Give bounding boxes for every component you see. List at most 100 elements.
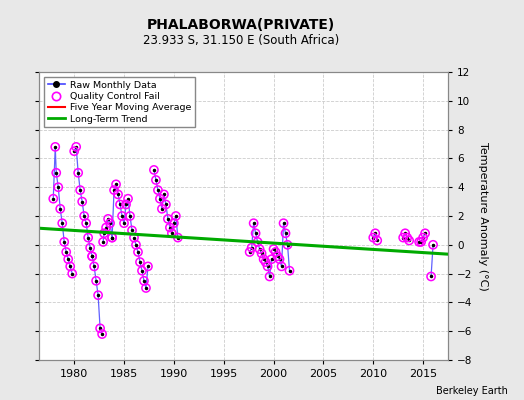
Point xyxy=(108,234,116,241)
Point xyxy=(102,224,110,231)
Point xyxy=(62,249,70,255)
Point xyxy=(51,144,59,150)
Point xyxy=(152,177,160,183)
Point xyxy=(429,242,437,248)
Point xyxy=(401,230,409,236)
Point xyxy=(130,234,138,241)
Text: PHALABORWA(PRIVATE): PHALABORWA(PRIVATE) xyxy=(147,18,335,32)
Point xyxy=(369,234,377,241)
Point xyxy=(58,220,67,226)
Point xyxy=(52,170,60,176)
Point xyxy=(66,263,74,270)
Point xyxy=(68,270,77,277)
Point xyxy=(132,242,140,248)
Legend: Raw Monthly Data, Quality Control Fail, Five Year Moving Average, Long-Term Tren: Raw Monthly Data, Quality Control Fail, … xyxy=(44,77,195,127)
Point xyxy=(144,263,152,270)
Point xyxy=(136,259,144,265)
Point xyxy=(150,167,158,173)
Point xyxy=(275,256,283,262)
Text: 23.933 S, 31.150 E (South Africa): 23.933 S, 31.150 E (South Africa) xyxy=(143,34,339,47)
Point xyxy=(82,220,90,226)
Point xyxy=(419,234,427,241)
Point xyxy=(168,230,176,236)
Point xyxy=(158,206,166,212)
Point xyxy=(138,268,146,274)
Point xyxy=(104,216,112,222)
Point xyxy=(166,224,174,231)
Point xyxy=(259,256,268,262)
Point xyxy=(140,278,148,284)
Point xyxy=(86,244,94,251)
Point xyxy=(271,249,280,255)
Point xyxy=(96,325,104,332)
Point xyxy=(405,237,413,244)
Point xyxy=(415,239,423,245)
Point xyxy=(110,187,118,193)
Point xyxy=(100,230,108,236)
Point xyxy=(269,246,278,252)
Point xyxy=(72,144,80,150)
Point xyxy=(94,292,102,298)
Point xyxy=(255,246,264,252)
Point xyxy=(106,220,114,226)
Point xyxy=(92,278,100,284)
Text: Berkeley Earth: Berkeley Earth xyxy=(436,386,508,396)
Point xyxy=(74,170,82,176)
Point xyxy=(56,206,64,212)
Point xyxy=(160,191,168,198)
Point xyxy=(274,253,282,260)
Point xyxy=(403,234,411,241)
Point xyxy=(264,263,272,270)
Point xyxy=(142,285,150,291)
Point xyxy=(64,256,72,262)
Point xyxy=(249,220,258,226)
Y-axis label: Temperature Anomaly (°C): Temperature Anomaly (°C) xyxy=(478,142,488,290)
Point xyxy=(277,263,286,270)
Point xyxy=(156,196,164,202)
Point xyxy=(172,213,180,219)
Point xyxy=(128,227,136,234)
Point xyxy=(283,242,292,248)
Point xyxy=(252,230,260,236)
Point xyxy=(60,239,69,245)
Point xyxy=(114,191,122,198)
Point xyxy=(112,181,120,188)
Point xyxy=(49,196,58,202)
Point xyxy=(286,268,294,274)
Point xyxy=(54,184,62,190)
Point xyxy=(265,273,274,280)
Point xyxy=(247,244,256,251)
Point xyxy=(122,201,130,208)
Point xyxy=(267,256,276,262)
Point xyxy=(373,237,381,244)
Point xyxy=(118,213,126,219)
Point xyxy=(88,253,96,260)
Point xyxy=(245,249,254,255)
Point xyxy=(281,230,290,236)
Point xyxy=(70,148,79,154)
Point xyxy=(120,220,128,226)
Point xyxy=(88,253,96,260)
Point xyxy=(134,249,142,255)
Point xyxy=(162,201,170,208)
Point xyxy=(126,213,134,219)
Point xyxy=(399,234,407,241)
Point xyxy=(116,201,124,208)
Point xyxy=(257,250,266,257)
Point xyxy=(154,187,162,193)
Point xyxy=(98,331,106,337)
Point xyxy=(421,230,429,236)
Point xyxy=(254,239,262,245)
Point xyxy=(427,273,435,280)
Point xyxy=(76,187,84,193)
Point xyxy=(261,259,270,265)
Point xyxy=(417,239,425,245)
Point xyxy=(163,216,172,222)
Point xyxy=(371,230,379,236)
Point xyxy=(108,234,116,241)
Point xyxy=(78,198,86,205)
Point xyxy=(279,220,288,226)
Point xyxy=(99,239,107,245)
Point xyxy=(173,234,182,241)
Point xyxy=(170,220,178,226)
